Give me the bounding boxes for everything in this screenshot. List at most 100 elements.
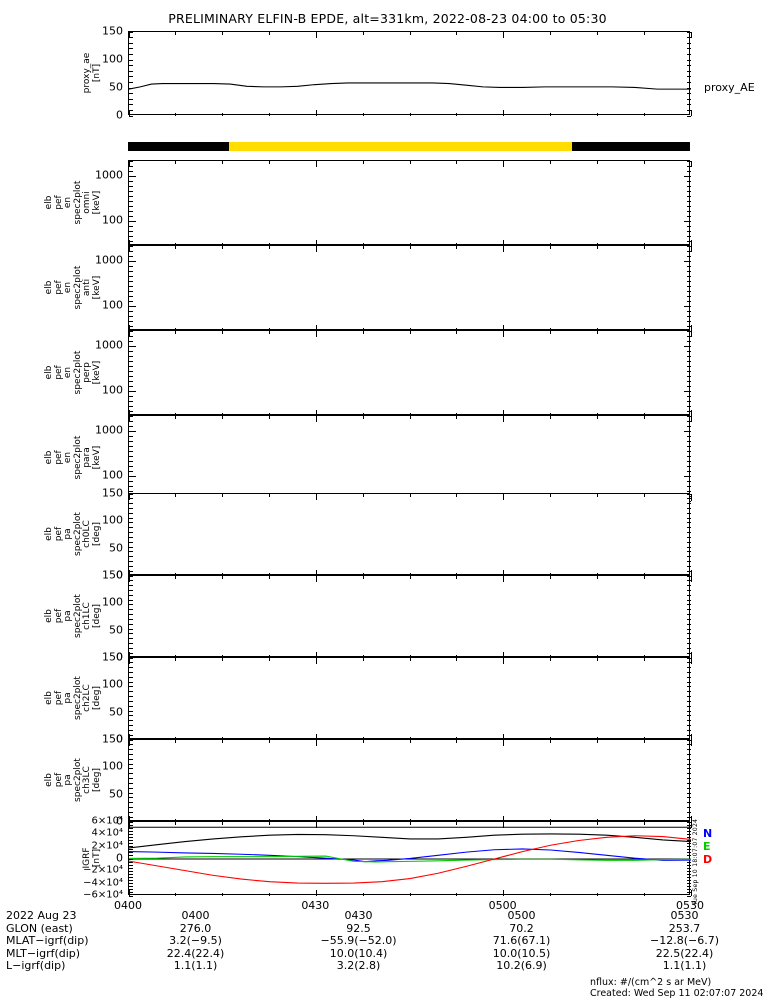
axis-tick (222, 494, 224, 497)
ylabel-pa-spec-ch0lc: elb pef pa spec2plot ch0LC [deg] (43, 512, 102, 556)
axis-tick (129, 886, 133, 888)
axis-tick (687, 320, 691, 322)
axis-tick (129, 667, 133, 669)
igrf-legend-D: D (703, 853, 713, 866)
ytick-label: 4×10⁴ (91, 827, 123, 839)
axis-tick (687, 877, 691, 878)
axis-tick (687, 310, 691, 312)
axis-tick (596, 819, 598, 822)
axis-tick (687, 365, 691, 367)
axis-tick (129, 98, 133, 100)
axis-tick (690, 240, 692, 246)
axis-tick (315, 331, 317, 337)
row-label: L−igrf(dip) (6, 959, 66, 972)
axis-tick (129, 802, 133, 804)
axis-tick (687, 195, 691, 197)
axis-tick (129, 792, 133, 794)
axis-tick (687, 696, 691, 698)
axis-tick (503, 576, 505, 582)
axis-tick (687, 93, 691, 95)
panel-pa-spec-ch1lc (128, 575, 692, 659)
axis-tick (687, 787, 691, 789)
axis-tick (687, 623, 691, 625)
axis-tick (687, 480, 691, 482)
axis-tick (129, 821, 133, 823)
axis-tick (269, 416, 270, 419)
axis-tick (129, 230, 133, 232)
axis-tick (175, 576, 177, 579)
ytick-label: 0 (116, 568, 123, 582)
axis-tick (409, 246, 411, 249)
axis-tick (269, 328, 270, 331)
axis-tick (129, 877, 133, 878)
panel-pa-spec-ch0lc (128, 493, 692, 577)
axis-tick (687, 643, 691, 645)
axis-tick (409, 893, 411, 896)
axis-tick (687, 405, 691, 407)
axis-tick (129, 662, 133, 664)
axis-tick (687, 833, 691, 835)
axis-tick (315, 110, 317, 116)
axis-tick (129, 778, 133, 780)
axis-tick (456, 576, 458, 579)
axis-tick (129, 681, 133, 683)
axis-tick (687, 450, 691, 452)
ytick-label: 0 (116, 851, 123, 865)
axis-tick (687, 676, 691, 678)
ytick-label: 1000 (95, 168, 123, 182)
axis-tick (456, 161, 458, 164)
row-glon: GLON (east) 276.0 92.5 70.2 253.7 (6, 921, 766, 936)
tick-layer (128, 160, 692, 247)
creation-date-vertical: Tue Sep 10 18:07:07 2024 (692, 818, 699, 905)
axis-tick (129, 350, 133, 352)
axis-tick (687, 115, 691, 117)
tick-layer (128, 245, 692, 332)
axis-tick (503, 325, 505, 331)
axis-tick (684, 260, 691, 262)
ytick-label: 50 (109, 80, 123, 94)
axis-tick (503, 410, 505, 416)
axis-tick (550, 655, 551, 658)
axis-tick (129, 76, 133, 78)
axis-tick (687, 843, 691, 845)
axis-tick (643, 740, 645, 743)
axis-tick (687, 773, 691, 775)
axis-tick (503, 240, 505, 246)
axis-tick (596, 161, 598, 164)
axis-tick (129, 892, 133, 894)
axis-tick (690, 816, 692, 822)
axis-tick (687, 778, 691, 780)
axis-tick (129, 843, 133, 845)
axis-tick (129, 385, 133, 387)
axis-tick (687, 720, 691, 722)
axis-tick (687, 633, 691, 635)
series-E (129, 855, 691, 863)
axis-tick (129, 840, 133, 841)
axis-tick (687, 360, 691, 362)
axis-tick (596, 32, 598, 35)
axis-tick (687, 165, 691, 167)
series-N (129, 848, 691, 863)
axis-tick (129, 618, 133, 620)
row-value: 71.6(67.1) (492, 934, 551, 947)
axis-tick (643, 737, 645, 740)
axis-tick (687, 53, 691, 55)
axis-tick (129, 31, 133, 33)
axis-tick (129, 753, 133, 755)
axis-tick (175, 658, 177, 661)
axis-tick (222, 573, 224, 576)
axis-tick (684, 475, 691, 477)
row-label: GLON (east) (6, 921, 73, 935)
axis-tick (129, 768, 133, 770)
ytick-label: 150 (102, 568, 123, 582)
axis-tick (129, 480, 133, 482)
axis-tick (409, 331, 411, 334)
axis-tick (315, 658, 317, 664)
axis-tick (129, 686, 133, 688)
axis-tick (129, 883, 133, 885)
axis-tick (129, 195, 133, 197)
axis-tick (129, 691, 133, 693)
axis-tick (503, 658, 505, 664)
axis-tick (315, 652, 317, 658)
axis-tick (687, 527, 691, 529)
